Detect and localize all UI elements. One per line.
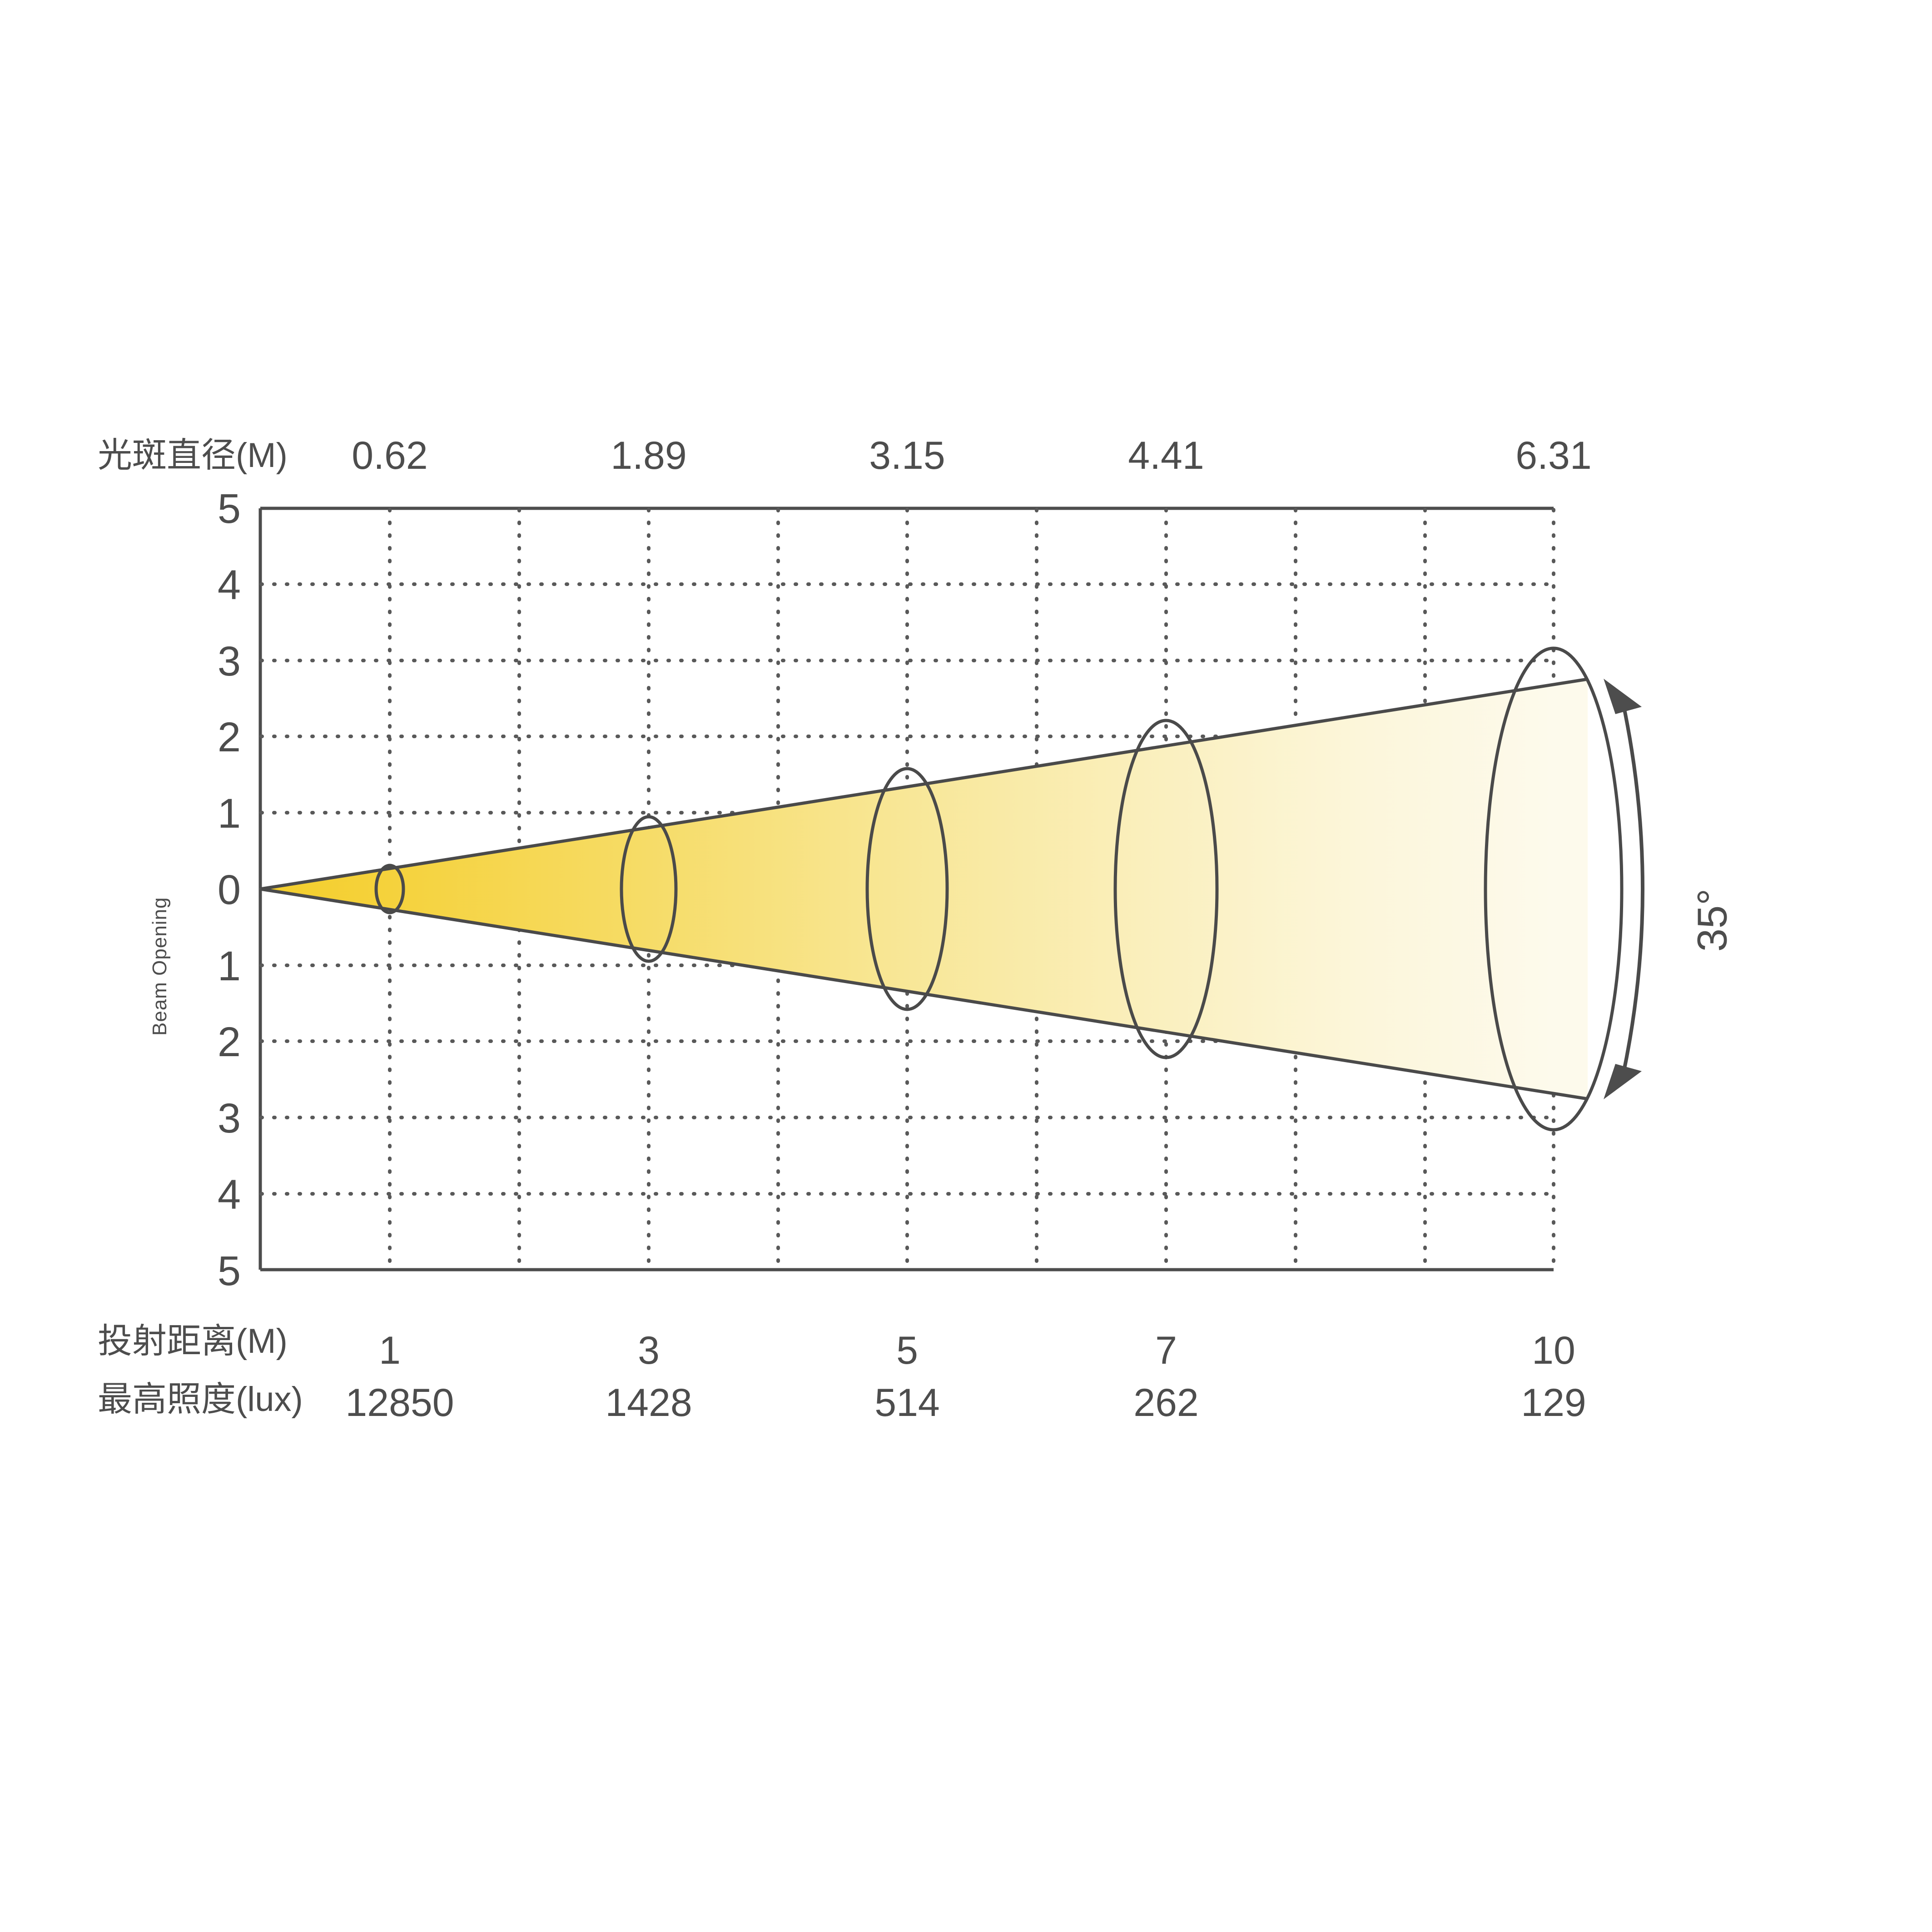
y-tick-zero: 0 [217, 867, 241, 913]
distance-value-3: 5 [896, 1329, 918, 1372]
beam-cone [260, 677, 1588, 1101]
y-axis-title: Beam Opening [149, 897, 171, 1036]
distance-row-label: 投射距离(M) [98, 1322, 288, 1361]
illuminance-value-3: 514 [874, 1381, 940, 1425]
illuminance-value-4: 262 [1133, 1381, 1199, 1425]
spot-diameter-value-1: 0.62 [352, 434, 428, 477]
distance-value-1: 1 [379, 1329, 401, 1372]
y-tick-neg5: 5 [217, 1248, 241, 1294]
spot-ellipse-10m [1484, 646, 1624, 1132]
y-tick-neg1: 1 [217, 943, 241, 989]
distance-value-5: 10 [1532, 1329, 1575, 1372]
distance-value-4: 7 [1155, 1329, 1177, 1372]
grid-lines [388, 508, 1555, 1271]
y-tick-neg2: 2 [217, 1019, 241, 1065]
y-tick-pos5: 5 [217, 486, 241, 532]
beam-angle-label: 35° [1689, 889, 1736, 952]
spot-ellipse-5m [865, 767, 949, 1011]
illuminance-row-label: 最高照度(lux) [98, 1380, 303, 1419]
beam-angle-arc [1604, 679, 1644, 1099]
y-tick-neg4: 4 [217, 1172, 241, 1218]
y-tick-pos4: 4 [217, 562, 241, 608]
spot-diameter-value-4: 4.41 [1128, 434, 1204, 477]
y-tick-neg3: 3 [217, 1095, 241, 1142]
y-tick-pos2: 2 [217, 714, 241, 760]
illuminance-value-5: 129 [1521, 1381, 1586, 1425]
spot-ellipse-1m [374, 864, 405, 914]
spot-ellipses [374, 646, 1624, 1132]
illuminance-value-1: 12850 [345, 1381, 454, 1425]
spot-diameter-value-2: 1.89 [611, 434, 687, 477]
spot-ellipse-7m [1113, 719, 1219, 1059]
spot-ellipse-3m [620, 815, 678, 963]
distance-value-2: 3 [638, 1329, 660, 1372]
spot-diameter-row-label: 光斑直径(M) [98, 436, 288, 475]
illuminance-value-2: 1428 [605, 1381, 692, 1425]
y-tick-pos1: 1 [217, 790, 241, 837]
spot-diameter-value-5: 6.31 [1515, 434, 1592, 477]
y-tick-pos3: 3 [217, 638, 241, 685]
spot-diameter-value-3: 3.15 [869, 434, 945, 477]
